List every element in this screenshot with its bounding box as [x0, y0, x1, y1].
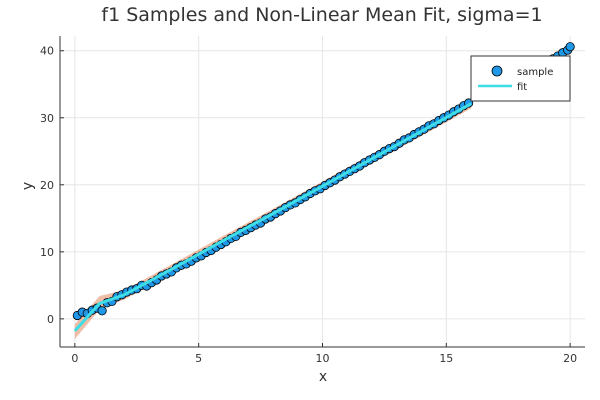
legend-box — [470, 55, 571, 102]
x-tick-label: 0 — [71, 352, 78, 365]
fit-line — [73, 102, 472, 332]
x-ticks: 0 5 10 15 20 — [71, 343, 577, 365]
y-ticks: 0 10 20 30 40 — [40, 45, 64, 326]
chart-title: f1 Samples and Non-Linear Mean Fit, sigm… — [101, 4, 542, 26]
legend-sample-marker — [491, 65, 503, 77]
x-tick-label: 10 — [316, 352, 330, 365]
sample-point — [565, 42, 575, 52]
sample-point — [97, 306, 107, 316]
legend-fit-label: fit — [517, 82, 527, 93]
y-tick-label: 10 — [40, 246, 54, 259]
y-tick-label: 40 — [40, 45, 54, 58]
x-axis-label: x — [319, 369, 327, 385]
y-axis-label: y — [20, 182, 36, 190]
legend-sample-label: sample — [517, 67, 553, 78]
x-tick-label: 15 — [439, 352, 453, 365]
y-tick-label: 20 — [40, 179, 54, 192]
fit-series-line — [73, 102, 472, 332]
x-tick-label: 5 — [195, 352, 202, 365]
y-tick-label: 30 — [40, 112, 54, 125]
grid — [60, 36, 585, 347]
y-tick-label: 0 — [47, 313, 54, 326]
legend: sample fit — [470, 55, 571, 102]
x-tick-label: 20 — [563, 352, 577, 365]
